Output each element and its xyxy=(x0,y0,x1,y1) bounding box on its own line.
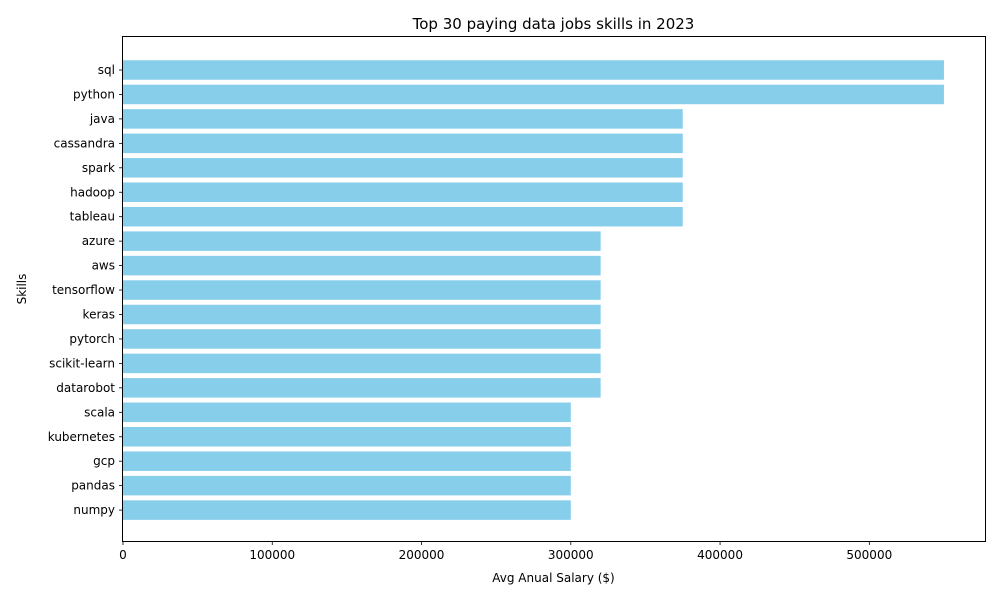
y-tick-label: python xyxy=(73,87,115,101)
y-ticks-group: sql python java cassandra spark hadoop tableau… xyxy=(48,63,123,517)
y-tick-label: java xyxy=(89,112,115,126)
y-tick-label: kubernetes xyxy=(48,430,115,444)
y-tick-label: numpy xyxy=(73,503,115,517)
y-tick-label: scala xyxy=(84,405,115,419)
y-axis-title: Skills xyxy=(15,274,29,305)
y-tick-label: tableau xyxy=(70,210,115,224)
bar-gcp xyxy=(123,451,571,471)
y-tick-label: spark xyxy=(82,161,115,175)
y-tick-label: azure xyxy=(82,234,115,248)
bar-python xyxy=(123,84,944,105)
x-ticks-group: 0 100000 200000 300000 400000 500000 xyxy=(119,541,892,562)
x-tick-label: 500000 xyxy=(846,548,892,562)
bar-tableau xyxy=(123,206,683,227)
bar-pandas xyxy=(123,475,571,496)
x-tick-label: 0 xyxy=(119,548,127,562)
y-tick-label: sql xyxy=(98,63,115,77)
y-tick-label: hadoop xyxy=(70,185,115,199)
y-tick-label: aws xyxy=(92,259,115,273)
bar-scala xyxy=(123,402,571,423)
bar-sql xyxy=(123,60,944,80)
x-axis-title: Avg Anual Salary ($) xyxy=(492,571,614,585)
y-tick-label: scikit-learn xyxy=(49,356,115,370)
y-tick-label: pandas xyxy=(71,479,115,493)
x-tick-label: 100000 xyxy=(249,548,295,562)
bar-datarobot xyxy=(123,378,601,398)
x-tick-label: 400000 xyxy=(697,548,743,562)
y-tick-label: gcp xyxy=(93,454,115,468)
bar-aws xyxy=(123,255,601,276)
x-tick-label: 200000 xyxy=(399,548,445,562)
bar-tensorflow xyxy=(123,280,601,300)
bar-scikit-learn xyxy=(123,353,601,374)
y-tick-label: pytorch xyxy=(69,332,115,346)
bar-azure xyxy=(123,231,601,251)
bar-spark xyxy=(123,158,683,178)
y-tick-label: keras xyxy=(83,308,115,322)
bar-hadoop xyxy=(123,182,683,202)
chart-title: Top 30 paying data jobs skills in 2023 xyxy=(412,15,695,33)
x-tick-label: 300000 xyxy=(548,548,594,562)
y-tick-label: cassandra xyxy=(54,136,115,150)
bars-group xyxy=(123,60,944,520)
bar-numpy xyxy=(123,500,571,520)
bar-cassandra xyxy=(123,133,683,154)
y-tick-label: tensorflow xyxy=(52,283,115,297)
bar-pytorch xyxy=(123,329,601,349)
bar-java xyxy=(123,109,683,129)
plot-frame xyxy=(122,36,986,542)
bar-kubernetes xyxy=(123,427,571,447)
y-tick-label: datarobot xyxy=(56,381,115,395)
bar-keras xyxy=(123,304,601,325)
